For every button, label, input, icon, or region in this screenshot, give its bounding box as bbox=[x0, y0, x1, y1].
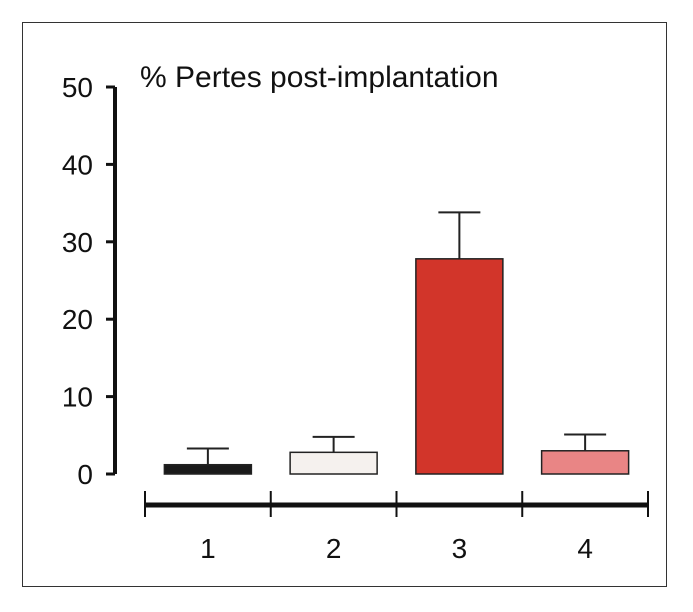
x-tick-label: 1 bbox=[200, 533, 216, 564]
bar bbox=[289, 451, 378, 475]
y-tick-label: 10 bbox=[62, 382, 93, 413]
x-tick-label: 4 bbox=[577, 533, 593, 564]
y-tick-label: 40 bbox=[62, 149, 93, 180]
error-bars bbox=[186, 211, 607, 465]
chart-frame bbox=[22, 22, 667, 587]
y-tick-label: 50 bbox=[62, 72, 93, 103]
x-tick-label: 3 bbox=[452, 533, 468, 564]
y-tick-label: 30 bbox=[62, 227, 93, 258]
y-tick-label: 0 bbox=[77, 459, 93, 490]
chart-title: % Pertes post-implantation bbox=[140, 61, 499, 94]
bar bbox=[163, 463, 253, 475]
y-axis: 0 10 20 30 40 50 bbox=[62, 72, 115, 490]
y-tick-label: 20 bbox=[62, 304, 93, 335]
bar bbox=[415, 258, 504, 475]
x-tick-label: 2 bbox=[326, 533, 342, 564]
bars bbox=[163, 258, 630, 475]
x-axis: 1 2 3 4 bbox=[144, 491, 649, 564]
bar bbox=[540, 450, 630, 475]
